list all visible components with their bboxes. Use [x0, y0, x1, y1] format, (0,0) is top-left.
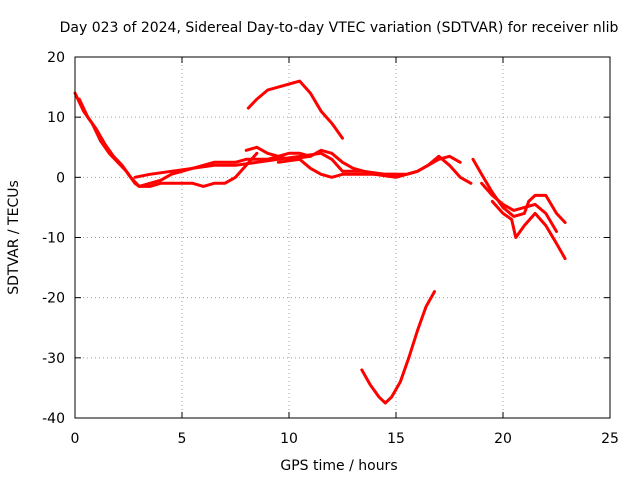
series-track-6 — [246, 79, 344, 140]
plot-area — [73, 79, 567, 405]
chart-title: Day 023 of 2024, Sidereal Day-to-day VTE… — [60, 20, 619, 36]
series-track-10 — [360, 290, 436, 405]
grid — [75, 57, 610, 418]
series-track-7 — [471, 157, 567, 224]
series-track-2 — [77, 97, 259, 188]
y-tick-label: -40 — [42, 411, 65, 427]
series-track-8 — [490, 199, 567, 261]
y-tick-label: -20 — [42, 291, 65, 307]
series-track-3 — [133, 151, 398, 179]
y-tick-label: 20 — [47, 50, 65, 66]
x-tick-label: 20 — [494, 431, 512, 447]
y-tick-label: 0 — [56, 170, 65, 186]
x-axis-label: GPS time / hours — [280, 458, 397, 474]
x-tick-label: 5 — [178, 431, 187, 447]
x-tick-label: 10 — [280, 431, 298, 447]
axes: 0 5 10 15 20 25 -40 -30 -20 -10 0 10 20 — [42, 50, 619, 447]
x-tick-label: 15 — [387, 431, 405, 447]
x-tick-label: 25 — [601, 431, 619, 447]
x-tick-label: 0 — [71, 431, 80, 447]
y-tick-label: 10 — [47, 110, 65, 126]
series-track-9 — [480, 181, 558, 233]
y-axis-label: SDTVAR / TECUs — [6, 180, 22, 295]
y-tick-label: -10 — [42, 231, 65, 247]
series-track-5 — [276, 154, 473, 185]
series-track-1 — [73, 91, 312, 188]
y-tick-label: -30 — [42, 351, 65, 367]
